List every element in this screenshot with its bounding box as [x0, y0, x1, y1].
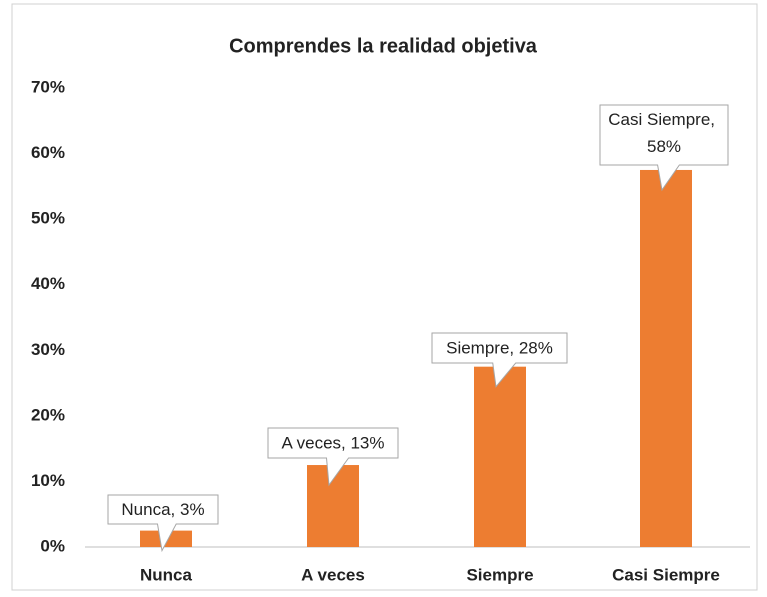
chart-frame [11, 3, 758, 591]
y-tick-label: 50% [31, 209, 65, 228]
callout-box [431, 332, 568, 388]
data-label: Nunca, 3% [121, 500, 204, 519]
callout-box [267, 427, 399, 487]
data-label: Casi Siempre, 58% [608, 110, 719, 156]
bar [474, 366, 526, 547]
chart-title: Comprendes la realidad objetiva [229, 35, 538, 57]
callout-box [107, 494, 219, 553]
callout-box [599, 104, 729, 192]
y-tick-label: 0% [40, 536, 65, 555]
data-label: Siempre, 28% [446, 338, 553, 357]
y-tick-label: 70% [31, 77, 65, 96]
y-tick-label: 10% [31, 471, 65, 490]
y-tick-label: 30% [31, 340, 65, 359]
x-tick-label: Nunca [140, 565, 193, 584]
data-label: A veces, 13% [281, 433, 384, 452]
x-tick-label: Siempre [466, 565, 533, 584]
x-tick-label: A veces [301, 565, 365, 584]
y-tick-label: 20% [31, 405, 65, 424]
y-tick-label: 40% [31, 274, 65, 293]
x-tick-label: Casi Siempre [612, 565, 720, 584]
bar [640, 169, 692, 547]
y-tick-label: 60% [31, 143, 65, 162]
